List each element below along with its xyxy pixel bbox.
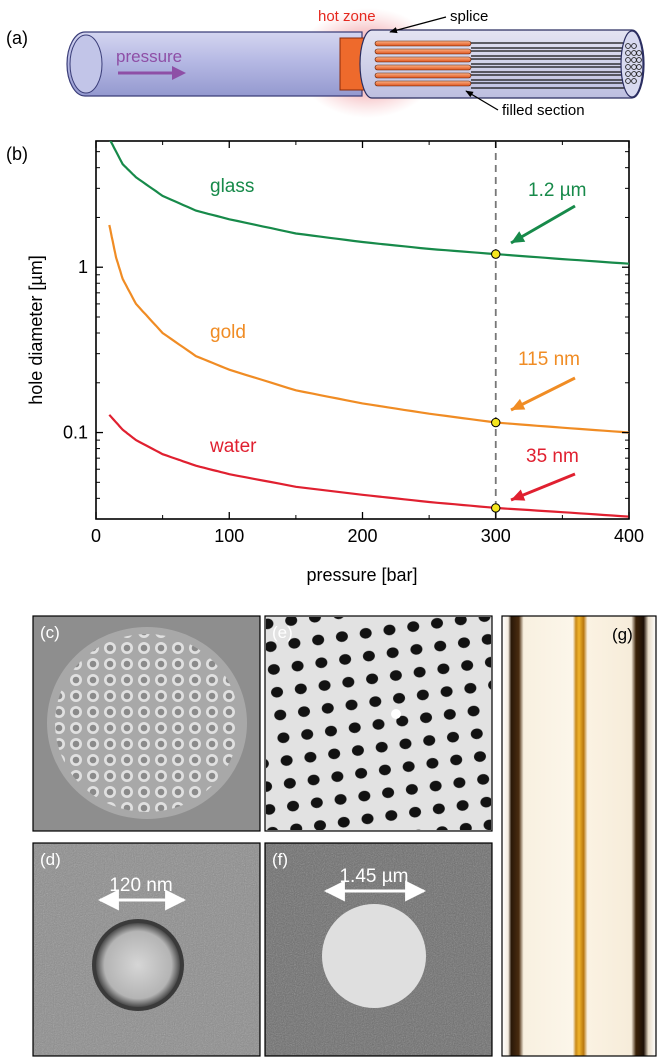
panel-label-e: (e) [272,623,293,642]
panel-label-d: (d) [40,850,61,869]
scale-bar-d-label: 120 nm [109,875,172,896]
capillary-tube [66,31,363,97]
marker-water [491,503,501,513]
x-tick-label: 400 [614,526,644,546]
optical-image-g: (g) [501,615,657,1057]
y-tick-label: 0.1 [63,423,88,443]
series-line-water [108,414,629,518]
empty-channels [471,42,632,89]
annotation-water: 35 nm [526,446,579,467]
sem-image-d: 120 nm (d) [32,842,261,1057]
x-tick-label: 200 [347,526,377,546]
capillary-end [69,34,103,94]
x-tick-label: 100 [214,526,244,546]
marker-glass [491,249,501,259]
hole-diameter-chart: glass gold water 1.2 µm 115 nm 35 nm 0 100 200 3… [26,140,644,585]
series-label-gold: gold [210,322,246,343]
fiber-end-face [620,30,644,98]
y-tick-label: 1 [78,257,88,277]
panel-label-f: (f) [272,850,288,869]
series-label-glass: glass [210,176,254,197]
pressure-arrow-head [172,66,186,80]
sem-image-f: 1.45 µm (f) [264,842,493,1057]
splice-label: splice [450,8,488,25]
series-label-water: water [209,436,257,457]
annotation-arrowhead-water [511,489,526,501]
panel-label-a: (a) [6,28,28,48]
filled-section-label: filled section [502,102,585,119]
annotation-arrowhead-gold [511,398,526,410]
scale-bar-f-label: 1.45 µm [339,866,408,887]
y-axis-label: hole diameter [µm] [26,255,46,404]
panel-label-g: (g) [612,625,633,644]
panel-label-b: (b) [6,144,28,164]
hot-zone-label: hot zone [318,8,376,25]
panel-label-c: (c) [40,623,60,642]
x-axis-label: pressure [bar] [306,565,417,585]
filled-section-pointer [465,90,499,111]
annotation-arrowhead-glass [511,231,526,243]
plot-frame [95,140,630,520]
sem-image-e: (e) [264,615,493,832]
end-face-holes [625,43,642,84]
annotation-glass: 1.2 µm [528,180,586,201]
splice-pointer [389,16,447,34]
sem-image-c: (c) [32,615,261,832]
annotation-gold: 115 nm [518,349,580,370]
marker-gold [491,417,501,428]
x-tick-label: 0 [91,526,101,546]
x-tick-label: 300 [481,526,511,546]
series-line-glass [109,141,629,265]
fiber-schematic: pressure hot zone splice filled section [66,8,645,119]
pressure-label: pressure [116,47,182,66]
